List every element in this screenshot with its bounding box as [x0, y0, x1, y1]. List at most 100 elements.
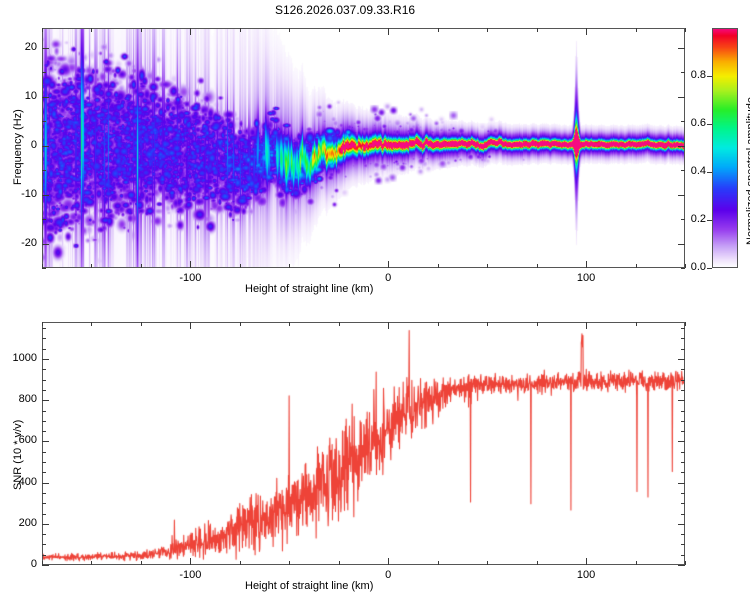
- x-tick: [339, 322, 340, 326]
- y-tick: [42, 48, 49, 49]
- y-tick: [678, 195, 685, 196]
- y-tick: [678, 483, 685, 484]
- x-tick-label: 100: [576, 569, 596, 581]
- x-tick: [42, 322, 43, 326]
- colorbar-tick-label: 0.6: [690, 117, 706, 129]
- y-tick: [681, 411, 685, 412]
- y-tick: [42, 421, 46, 422]
- x-tick: [240, 322, 241, 326]
- y-tick: [42, 359, 49, 360]
- x-tick: [586, 28, 587, 35]
- x-tick: [537, 28, 538, 32]
- y-tick: [681, 121, 685, 122]
- y-tick: [42, 170, 46, 171]
- x-tick: [685, 561, 686, 565]
- x-tick: [141, 561, 142, 565]
- colorbar-tick-label: 0.2: [690, 213, 706, 225]
- x-tick: [487, 264, 488, 268]
- x-tick: [636, 561, 637, 565]
- x-tick: [636, 264, 637, 268]
- x-tick: [636, 322, 637, 326]
- spectrogram-xaxis-label: Height of straight line (km): [245, 283, 374, 295]
- x-tick: [438, 264, 439, 268]
- y-tick: [681, 219, 685, 220]
- colorbar-tick: [707, 124, 712, 125]
- x-tick-label: 100: [576, 272, 596, 284]
- y-tick: [42, 380, 46, 381]
- y-tick: [681, 170, 685, 171]
- y-tick: [42, 431, 46, 432]
- x-tick: [289, 28, 290, 32]
- y-tick: [678, 524, 685, 525]
- x-tick: [190, 322, 191, 329]
- y-tick: [681, 268, 685, 269]
- x-tick: [42, 264, 43, 268]
- x-tick: [586, 558, 587, 565]
- x-tick: [240, 561, 241, 565]
- colorbar-tick-label: 0.4: [690, 165, 706, 177]
- y-tick: [681, 514, 685, 515]
- x-tick: [339, 28, 340, 32]
- y-tick: [681, 555, 685, 556]
- x-tick-label: -100: [179, 569, 202, 581]
- x-tick: [91, 28, 92, 32]
- y-tick-label: 20: [24, 40, 37, 53]
- x-tick-label: 0: [385, 569, 392, 581]
- x-tick-label: -100: [179, 272, 202, 284]
- y-tick: [42, 349, 46, 350]
- y-tick-label: 600: [18, 434, 37, 447]
- y-tick: [681, 390, 685, 391]
- snr-panel: [42, 322, 685, 565]
- x-tick-label: 0: [385, 272, 392, 284]
- y-tick: [681, 349, 685, 350]
- x-tick: [537, 561, 538, 565]
- x-tick: [190, 261, 191, 268]
- y-tick: [42, 534, 46, 535]
- x-tick: [91, 264, 92, 268]
- colorbar-tick-label: 0.0: [690, 261, 706, 273]
- y-tick: [678, 48, 685, 49]
- y-tick-label: -10: [21, 187, 37, 200]
- snr-canvas: [42, 322, 685, 565]
- y-tick: [681, 380, 685, 381]
- x-tick: [586, 322, 587, 329]
- x-tick: [339, 264, 340, 268]
- y-tick-label: 0: [30, 138, 37, 151]
- x-tick: [141, 28, 142, 32]
- x-tick: [141, 264, 142, 268]
- y-tick: [678, 359, 685, 360]
- y-tick: [681, 338, 685, 339]
- y-tick: [42, 472, 46, 473]
- y-tick: [681, 72, 685, 73]
- y-tick-label: 800: [18, 393, 37, 406]
- y-tick: [681, 421, 685, 422]
- y-tick: [42, 338, 46, 339]
- y-tick-label: 1000: [12, 352, 37, 365]
- y-tick: [681, 452, 685, 453]
- y-tick: [42, 369, 46, 370]
- y-tick: [42, 219, 46, 220]
- colorbar-label: Normalized spectral amplitude: [745, 97, 750, 245]
- y-tick: [42, 441, 49, 442]
- snr-yaxis-label: SNR (10 * v/v): [12, 419, 24, 490]
- y-tick: [42, 544, 46, 545]
- x-tick: [240, 28, 241, 32]
- x-tick: [91, 322, 92, 326]
- y-tick: [681, 462, 685, 463]
- x-tick: [487, 28, 488, 32]
- y-tick: [42, 493, 46, 494]
- y-tick: [678, 565, 685, 566]
- y-tick: [42, 452, 46, 453]
- y-tick: [42, 483, 49, 484]
- y-tick: [681, 328, 685, 329]
- x-tick: [537, 264, 538, 268]
- y-tick: [681, 369, 685, 370]
- x-tick: [289, 322, 290, 326]
- x-tick: [388, 28, 389, 35]
- x-tick: [438, 28, 439, 32]
- x-tick: [636, 28, 637, 32]
- x-tick: [190, 558, 191, 565]
- x-tick: [141, 322, 142, 326]
- x-tick: [487, 322, 488, 326]
